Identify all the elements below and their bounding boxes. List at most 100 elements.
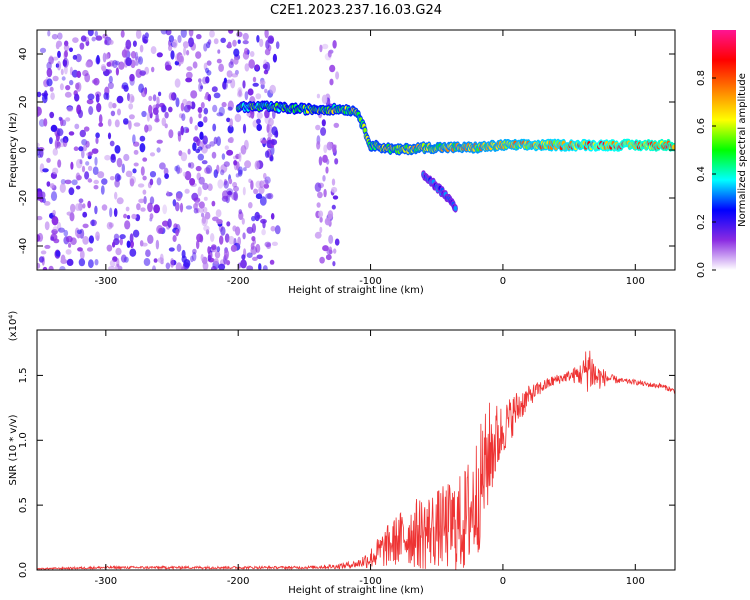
- heatmap-blob: [54, 140, 59, 150]
- heatmap-blob: [130, 51, 137, 59]
- heatmap-blob: [152, 107, 159, 115]
- heatmap-blob: [108, 266, 116, 270]
- heatmap-blob: [259, 180, 264, 189]
- heatmap-blob: [213, 38, 219, 45]
- heatmap-track-core: [363, 127, 367, 133]
- heatmap-blob: [100, 185, 105, 195]
- heatmap-blob: [170, 258, 175, 268]
- heatmap-blob: [242, 232, 246, 240]
- heatmap-blob: [211, 200, 216, 207]
- heatmap-blob: [50, 236, 55, 241]
- heatmap-blob: [202, 135, 208, 145]
- heatmap-blob: [148, 95, 153, 101]
- heatmap-blob: [247, 88, 254, 96]
- heatmap-blob: [138, 198, 145, 204]
- heatmap-blob: [132, 168, 137, 174]
- heatmap-blob: [176, 167, 183, 174]
- heatmap-blob: [175, 192, 182, 202]
- heatmap-blob: [109, 259, 116, 267]
- heatmap-blob: [220, 226, 226, 236]
- heatmap-blob: [206, 60, 212, 66]
- heatmap-blob: [50, 124, 58, 132]
- heatmap-feature-secondary-track: [421, 170, 458, 213]
- heatmap-blob: [93, 179, 99, 185]
- heatmap-blob: [156, 96, 160, 106]
- heatmap-blob: [275, 41, 280, 49]
- heatmap-blob: [78, 258, 86, 267]
- heatmap-blob: [95, 93, 100, 103]
- heatmap-blob: [47, 30, 51, 37]
- heatmap-blob: [246, 226, 254, 234]
- heatmap-blob: [198, 78, 202, 83]
- heatmap-blob: [73, 146, 79, 151]
- heatmap-blob: [272, 53, 277, 63]
- heatmap-blob: [266, 123, 270, 133]
- snr-frame: [36, 329, 676, 571]
- heatmap-blob: [198, 176, 205, 185]
- heatmap-blob: [205, 76, 210, 84]
- heatmap-blob: [106, 69, 112, 74]
- heatmap-blob: [164, 173, 170, 180]
- heatmap-blob: [188, 37, 194, 48]
- heatmap-blob: [323, 144, 328, 154]
- heatmap-blob: [56, 128, 64, 137]
- heatmap-blob: [125, 39, 132, 50]
- heatmap-blob: [50, 92, 55, 100]
- y-tick-label: 0.5: [18, 497, 29, 513]
- heatmap-blob: [65, 235, 73, 243]
- heatmap-blob: [97, 171, 105, 179]
- heatmap-blob: [126, 240, 131, 248]
- heatmap-blob: [104, 39, 108, 45]
- heatmap-blob: [49, 111, 55, 119]
- heatmap-blob: [213, 258, 219, 265]
- heatmap-blob: [333, 248, 337, 254]
- heatmap-blob: [147, 234, 154, 244]
- heatmap-blob: [256, 118, 261, 125]
- heatmap-blob: [264, 241, 272, 248]
- heatmap-blob: [121, 163, 126, 174]
- heatmap-blob: [82, 236, 89, 245]
- heatmap-blob: [94, 259, 99, 266]
- heatmap-blob: [87, 165, 93, 172]
- y-tick-label: 0: [18, 147, 29, 153]
- heatmap-blob: [108, 39, 114, 45]
- heatmap-blob: [263, 172, 267, 180]
- heatmap-blob: [264, 30, 269, 39]
- heatmap-blob: [157, 257, 165, 263]
- heatmap-blob: [196, 240, 200, 250]
- heatmap-blob: [78, 109, 83, 119]
- heatmap-blob: [234, 113, 242, 123]
- heatmap-blob: [142, 175, 147, 181]
- y-tick-label: 1.5: [18, 367, 29, 383]
- heatmap-blob: [240, 145, 247, 155]
- heatmap-blob: [243, 167, 247, 172]
- heatmap-blob: [135, 30, 142, 39]
- heatmap-blob: [65, 85, 71, 91]
- heatmap-blob: [168, 129, 174, 139]
- heatmap-blob: [262, 63, 268, 70]
- heatmap-blob: [53, 238, 60, 244]
- heatmap-blob: [316, 141, 321, 150]
- heatmap-blob: [220, 37, 226, 43]
- heatmap-blob: [133, 149, 139, 155]
- heatmap-blob: [175, 53, 182, 63]
- heatmap-blob: [264, 150, 270, 158]
- heatmap-blob: [123, 213, 128, 219]
- heatmap-blob: [142, 189, 147, 195]
- heatmap-blob: [192, 248, 197, 255]
- heatmap-blob: [112, 102, 117, 109]
- heatmap-blob: [68, 131, 75, 136]
- heatmap-blob: [220, 169, 225, 176]
- heatmap-blob: [229, 118, 233, 128]
- heatmap-blob: [139, 44, 144, 53]
- heatmap-blob: [42, 266, 48, 270]
- heatmap-blob: [186, 66, 193, 71]
- heatmap-blob: [105, 53, 110, 60]
- heatmap-blob: [40, 191, 46, 199]
- heatmap-blob: [329, 78, 334, 86]
- heatmap-blob: [185, 77, 193, 83]
- heatmap-blob: [75, 203, 81, 212]
- heatmap-blob: [101, 178, 108, 185]
- heatmap-x-axis: -300 -200 -100 0 100: [94, 30, 645, 287]
- heatmap-blob: [237, 39, 241, 44]
